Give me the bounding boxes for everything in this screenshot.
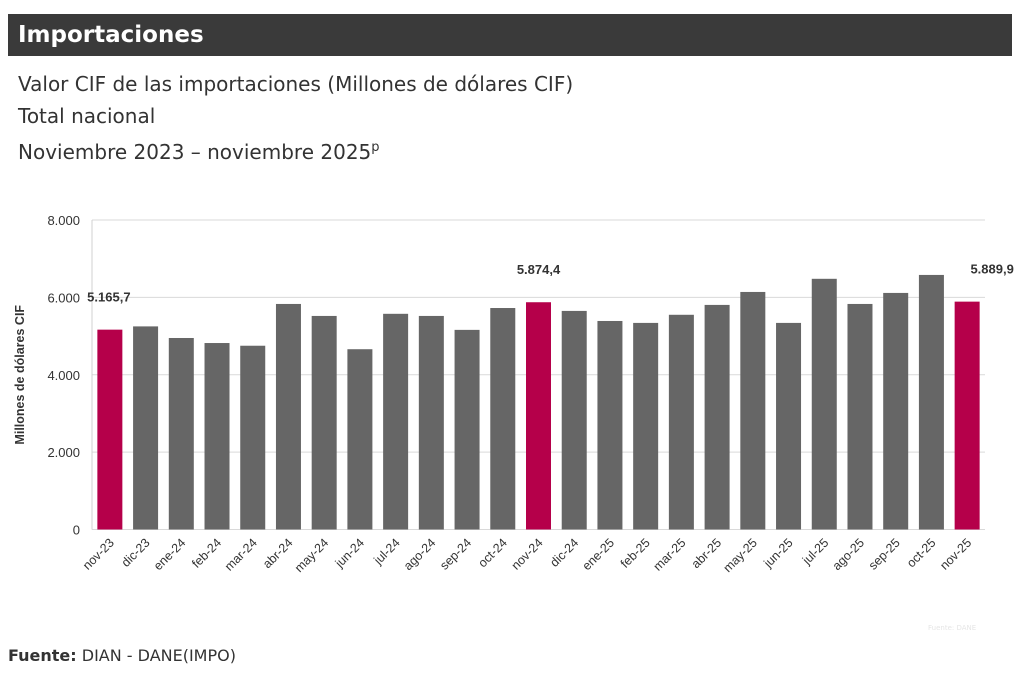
bar-may-24 (311, 315, 337, 530)
bar-mar-25 (668, 314, 694, 530)
bar-jul-24 (383, 313, 409, 530)
bar-jun-24 (347, 349, 373, 530)
chart-period: Noviembre 2023 – noviembre 2025p (18, 140, 380, 164)
bar-sep-25 (883, 292, 909, 530)
bar-may-25 (740, 291, 766, 530)
bar-nov-25 (954, 301, 980, 530)
bar-nov-23 (97, 329, 123, 530)
x-tick-label: nov-24 (509, 536, 546, 573)
bar-ago-25 (847, 303, 873, 530)
x-tick-label: ago-25 (830, 536, 867, 573)
bar-abr-24 (275, 303, 301, 530)
x-tick-label: ene-25 (580, 536, 617, 573)
x-tick-label: jul-25 (799, 536, 831, 568)
x-tick-label: mar-25 (651, 536, 689, 574)
x-tick-label: feb-24 (189, 536, 224, 571)
source-note: Fuente: DIAN - DANE(IMPO) (8, 646, 236, 665)
y-tick-label: 2.000 (47, 445, 80, 460)
x-tick-label: oct-24 (475, 536, 509, 570)
chart-subtitle: Total nacional (18, 104, 156, 128)
x-tick-label: oct-25 (904, 536, 938, 570)
x-tick-label: dic-24 (547, 536, 581, 570)
x-tick-label: ago-24 (401, 536, 438, 573)
bar-ene-24 (168, 337, 194, 530)
bar-dic-24 (561, 310, 587, 530)
data-label: 5.889,9 (970, 262, 1013, 277)
bar-ene-25 (597, 320, 623, 530)
y-tick-label: 6.000 (47, 290, 80, 305)
x-tick-label: sep-25 (866, 536, 903, 573)
bar-chart: 0 2.000 4.000 6.000 8.000 Millones de dólares… (13, 213, 1014, 575)
x-tick-label: abr-24 (260, 536, 295, 571)
x-tick-label: mar-24 (222, 536, 260, 574)
bar-oct-24 (490, 308, 516, 530)
x-tick-label: nov-23 (80, 536, 117, 573)
x-tick-label: ene-24 (151, 536, 188, 573)
x-tick-label: jun-24 (332, 536, 367, 571)
bar-feb-25 (633, 322, 659, 530)
section-header: Importaciones (8, 14, 1012, 56)
x-tick-label: may-24 (292, 536, 331, 575)
bar-feb-24 (204, 343, 230, 530)
y-tick-label: 8.000 (47, 213, 80, 228)
data-label: 5.165,7 (87, 289, 130, 304)
bar-abr-25 (704, 304, 730, 530)
x-tick-label: jul-24 (371, 536, 403, 568)
x-tick-label: feb-25 (618, 536, 653, 571)
source-label: Fuente: (8, 646, 77, 665)
x-tick-label: sep-24 (437, 536, 474, 573)
x-tick-label: dic-23 (119, 536, 153, 570)
preliminary-mark: p (371, 140, 380, 155)
bar-dic-23 (133, 326, 159, 530)
x-tick-label: may-25 (721, 536, 760, 575)
x-tick-label: nov-25 (937, 536, 974, 573)
bar-ago-24 (418, 315, 444, 530)
credit-watermark: Fuente: DANE (928, 624, 977, 632)
chart-title: Valor CIF de las importaciones (Millones… (18, 72, 574, 96)
y-tick-label: 0 (73, 523, 80, 538)
bar-oct-25 (918, 274, 944, 530)
y-tick-label: 4.000 (47, 368, 80, 383)
data-label: 5.874,4 (517, 262, 561, 277)
bar-jul-25 (811, 278, 837, 530)
bar-mar-24 (240, 345, 266, 530)
y-axis-label: Millones de dólares CIF (13, 305, 27, 445)
bar-sep-24 (454, 329, 480, 530)
x-tick-label: jun-25 (760, 536, 795, 571)
bar-jun-25 (776, 322, 802, 530)
period-text: Noviembre 2023 – noviembre 2025 (18, 140, 372, 164)
bar-nov-24 (526, 302, 551, 530)
source-text: DIAN - DANE(IMPO) (76, 646, 236, 665)
x-tick-label: abr-25 (689, 536, 724, 571)
